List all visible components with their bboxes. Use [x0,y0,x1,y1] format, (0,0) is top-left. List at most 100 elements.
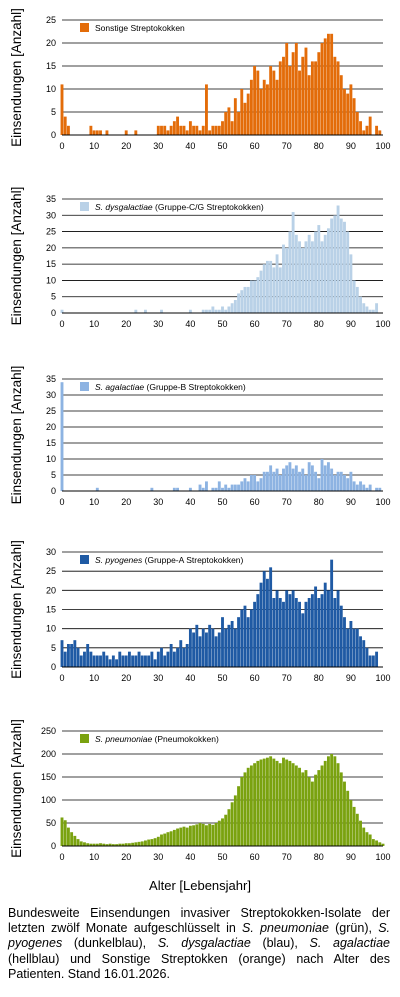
bar [172,829,176,846]
chart-panel-1: 0 5 10 15 20 25 0 10 20 30 40 50 60 70 80 90 100 Einsendu… [9,8,391,151]
bar [188,121,192,135]
y-tick-label: 10 [46,454,56,464]
bar [343,781,346,846]
y-axis-label: Einsendungen [Anzahl] [9,540,24,679]
bar [83,842,86,846]
bar [240,609,244,667]
chart-panel-5: 0 50 100 150 200 250 0 10 20 30 40 50 60 70 80 90 100 Ein… [9,719,391,862]
bar [269,465,273,491]
bar [140,655,144,667]
bar [352,628,356,667]
legend-species-name: S. agalactiae [95,382,144,392]
bar [352,98,356,135]
caption-species-name: S. dysgalactiae [157,936,251,951]
bar [375,840,379,846]
bar [115,844,119,846]
bar [201,125,205,135]
bar [169,125,173,135]
bar [362,640,366,667]
bar [333,756,337,846]
bar [198,823,202,846]
x-tick-label: 10 [89,319,99,329]
bar [346,93,350,135]
bar [339,772,343,846]
bar [205,309,208,313]
bar [201,487,205,491]
bar [323,234,327,313]
bar [269,567,273,667]
bar [310,594,314,667]
y-tick-label: 5 [51,107,56,117]
bar [60,817,64,846]
bar [192,825,196,846]
bar [288,594,292,667]
bar [349,471,353,491]
bar [95,843,99,846]
y-tick-label: 250 [41,726,56,736]
bar [291,763,295,846]
x-tick-label: 40 [185,319,195,329]
bar [266,260,269,313]
x-tick-label: 10 [89,497,99,507]
y-axis-label: Einsendungen [Anzahl] [9,366,24,505]
legend-text: (Gruppe-B Streptokokken) [144,382,246,392]
chart-panel-2: 0 5 10 15 20 25 30 35 0 10 20 30 40 50 60 70 80 90 100 Eins… [9,187,391,329]
bar [89,843,93,846]
y-tick-label: 150 [41,772,56,782]
bar [359,296,362,313]
bar [288,760,292,846]
x-tick-label: 60 [250,852,260,862]
bar [211,125,215,135]
bar [66,644,70,667]
bar [323,582,327,667]
bar [330,218,334,313]
bar [275,590,279,667]
bar [198,636,202,667]
bar [269,756,273,846]
x-tick-label: 90 [346,852,356,862]
bar [160,309,163,313]
bar [375,651,379,667]
caption-text: (grün), [328,921,379,936]
legend-species-name: S. pneumoniae [95,734,152,744]
bar [365,487,369,491]
bar [66,827,70,846]
bar [259,759,263,846]
bar [121,843,125,846]
x-tick-label: 60 [250,673,260,683]
bar [73,640,77,667]
bar [208,309,212,313]
bar [166,130,170,135]
bar [137,651,141,667]
bar [346,478,350,491]
legend-swatch [80,734,89,743]
bar [237,112,240,135]
x-tick-label: 50 [217,497,227,507]
bar [333,215,337,313]
bar [291,590,295,667]
bar [249,280,253,313]
bar [147,839,151,846]
bar [182,125,186,135]
bar [63,651,67,667]
bar [365,832,369,846]
x-tick-label: 80 [314,141,324,151]
legend-label: S. agalactiae (Gruppe-B Streptokokken) [95,382,246,392]
bar [259,582,263,667]
x-tick-label: 70 [282,497,292,507]
bar [198,484,202,491]
bar [371,839,375,846]
bar [205,632,208,667]
bar [349,254,353,313]
x-tick-label: 20 [121,141,131,151]
bar [269,260,273,313]
bar [314,61,318,135]
bar [326,462,330,491]
legend-text: Sonstige Streptokokken [95,23,185,33]
bar [362,303,366,313]
bar [298,70,301,135]
bar [99,130,102,135]
bar [256,481,260,491]
y-axis-label: Einsendungen [Anzahl] [9,187,24,326]
x-tick-label: 90 [346,141,356,151]
